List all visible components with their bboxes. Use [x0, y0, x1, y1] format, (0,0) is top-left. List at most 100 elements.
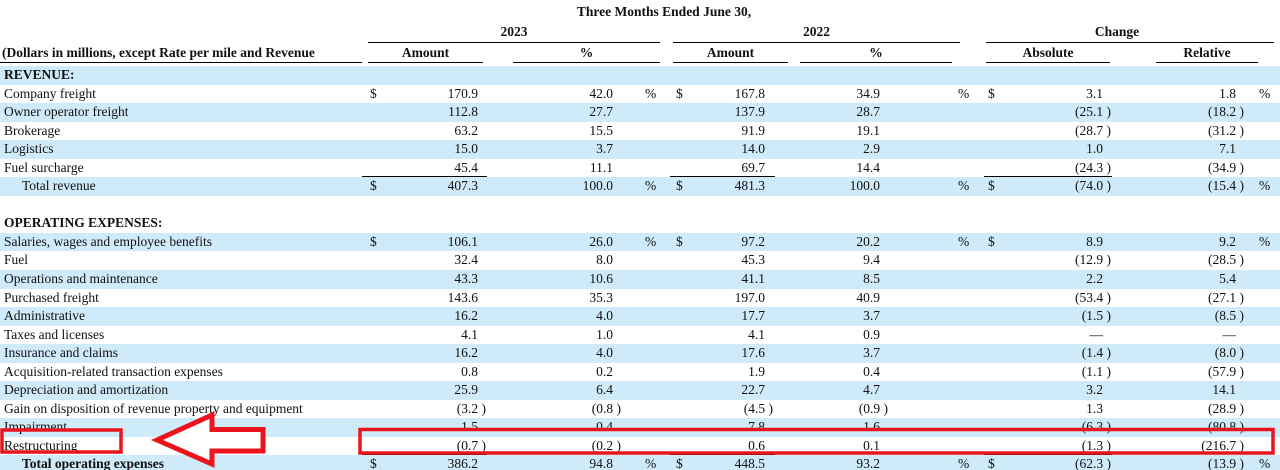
cell-r3: 1.8 — [1219, 85, 1236, 101]
col-header-amount-2022: Amount — [706, 45, 755, 60]
row-label: Gain on disposition of revenue property … — [4, 400, 303, 416]
cell-p2: 28.7 — [856, 104, 880, 120]
cell-p1: 27.7 — [589, 104, 613, 120]
cell-p2: (0.9 ) — [858, 400, 888, 416]
cell-d2: $ — [676, 456, 683, 470]
cell-s1: % — [645, 85, 657, 101]
cell-a1: 25.9 — [454, 382, 478, 398]
cell-s2: % — [958, 456, 970, 470]
table-row: REVENUE: — [0, 66, 1280, 85]
cell-a1: 112.8 — [448, 104, 478, 120]
row-label: Impairment — [4, 419, 67, 435]
table-row: Acquisition-related transaction expenses… — [0, 363, 1280, 382]
cell-a3: 3.1 — [1086, 85, 1103, 101]
cell-p2: 100.0 — [849, 178, 880, 194]
cell-p2: 0.1 — [863, 437, 880, 453]
cell-p2: 40.9 — [856, 289, 880, 305]
cell-a3: 1.3 — [1086, 400, 1103, 416]
cell-p1: 0.4 — [596, 419, 613, 435]
cell-r3: 5.4 — [1219, 271, 1236, 287]
row-label: Fuel — [4, 252, 29, 268]
cell-p2: 8.5 — [863, 271, 880, 287]
table-body: REVENUE: Company freight $170.9 42.0% $167.8… — [0, 66, 1280, 470]
row-label: Acquisition-related transaction expenses — [4, 363, 223, 379]
cell-a2: 14.0 — [741, 141, 765, 157]
cell-a3: (24.3 ) — [1075, 159, 1111, 175]
total-rule — [362, 176, 487, 178]
cell-a2: 448.5 — [734, 456, 765, 470]
cell-d1: $ — [370, 233, 377, 249]
row-label: Insurance and claims — [4, 345, 118, 361]
row-label: Taxes and licenses — [4, 326, 105, 342]
table-row: Company freight $170.9 42.0% $167.8 34.9% $3.… — [0, 85, 1280, 104]
cell-r3: (216.7 ) — [1201, 437, 1244, 453]
cell-d3: $ — [988, 233, 995, 249]
rule-2023 — [368, 41, 660, 43]
cell-d1: $ — [370, 85, 377, 101]
cell-r3: (80.8 ) — [1208, 419, 1244, 435]
table-row: Salaries, wages and employee benefits $10… — [0, 232, 1280, 252]
cell-p1: 4.0 — [596, 308, 613, 324]
cell-d1: $ — [370, 456, 377, 470]
cell-s1: % — [645, 178, 657, 194]
cell-a1: 15.0 — [454, 141, 478, 157]
cell-r3: 9.2 — [1219, 233, 1236, 249]
cell-p2: 14.4 — [856, 159, 880, 175]
cell-a1: 0.8 — [461, 363, 478, 379]
cell-r3: 14.1 — [1212, 382, 1236, 398]
cell-p1: (0.2 ) — [591, 437, 621, 453]
cell-p1: 10.6 — [589, 271, 613, 287]
row-label: Salaries, wages and employee benefits — [4, 233, 213, 249]
table-row: Owner operator freight 112.8 27.7 137.9 28.7… — [0, 103, 1280, 122]
table-row: Impairment 1.5 0.4 7.8 1.6 (6.3 ) (80.8 ) — [0, 418, 1280, 437]
cell-a1: 170.9 — [447, 85, 478, 101]
cell-p2: 0.4 — [863, 363, 880, 379]
cell-a3: (1.1 ) — [1081, 363, 1111, 379]
cell-p1: 94.8 — [589, 456, 613, 470]
table-row: Taxes and licenses 4.1 1.0 4.1 0.9 — — — [0, 326, 1280, 345]
cell-p2: 2.9 — [863, 141, 880, 157]
table-row: Purchased freight 143.6 35.3 197.0 40.9 (53.4… — [0, 289, 1280, 308]
table-title: Three Months Ended June 30, — [576, 4, 752, 19]
rule-absolute — [986, 62, 1110, 63]
row-label: Total operating expenses — [22, 456, 165, 470]
rule-pct-2023 — [513, 62, 660, 63]
cell-r3: (8.5 ) — [1214, 308, 1244, 324]
cell-p2: 4.7 — [863, 382, 880, 398]
cell-d3: $ — [988, 456, 995, 470]
cell-p1: 11.1 — [589, 159, 613, 175]
rule-note — [0, 62, 362, 63]
total-rule — [984, 176, 1112, 178]
units-note: (Dollars in millions, except Rate per mi… — [2, 45, 315, 60]
cell-p1: 1.0 — [596, 326, 613, 342]
cell-a1: 63.2 — [454, 122, 478, 138]
table-row: Gain on disposition of revenue property … — [0, 400, 1280, 419]
cell-a1: 16.2 — [454, 308, 478, 324]
cell-p1: 8.0 — [596, 252, 613, 268]
cell-r3: (28.9 ) — [1208, 400, 1244, 416]
cell-d2: $ — [676, 233, 683, 249]
row-label: Purchased freight — [4, 289, 99, 305]
cell-a1: 106.1 — [447, 233, 478, 249]
cell-a1: 1.5 — [461, 419, 478, 435]
cell-p1: 35.3 — [589, 289, 613, 305]
cell-r3: (8.0 ) — [1214, 345, 1244, 361]
cell-r3: (34.9 ) — [1208, 159, 1244, 175]
rule-amount-2023 — [368, 62, 483, 63]
cell-a2: 17.7 — [741, 308, 765, 324]
cell-p1: 0.2 — [596, 363, 613, 379]
rule-2022 — [673, 41, 960, 43]
cell-a2: 45.3 — [741, 252, 765, 268]
cell-r3: (27.1 ) — [1208, 289, 1244, 305]
cell-p2: 9.4 — [863, 252, 880, 268]
total-rule — [984, 454, 1112, 456]
cell-a3: (28.7 ) — [1075, 122, 1111, 138]
cell-a1: 16.2 — [454, 345, 478, 361]
cell-a3: (1.4 ) — [1081, 345, 1111, 361]
cell-d3: $ — [988, 178, 995, 194]
cell-s1: % — [645, 233, 657, 249]
cell-a3: (25.1 ) — [1075, 104, 1111, 120]
table-row: Brokerage 63.2 15.5 91.9 19.1 (28.7 ) (31.2 ) — [0, 122, 1280, 141]
cell-a1: (0.7 ) — [456, 437, 486, 453]
